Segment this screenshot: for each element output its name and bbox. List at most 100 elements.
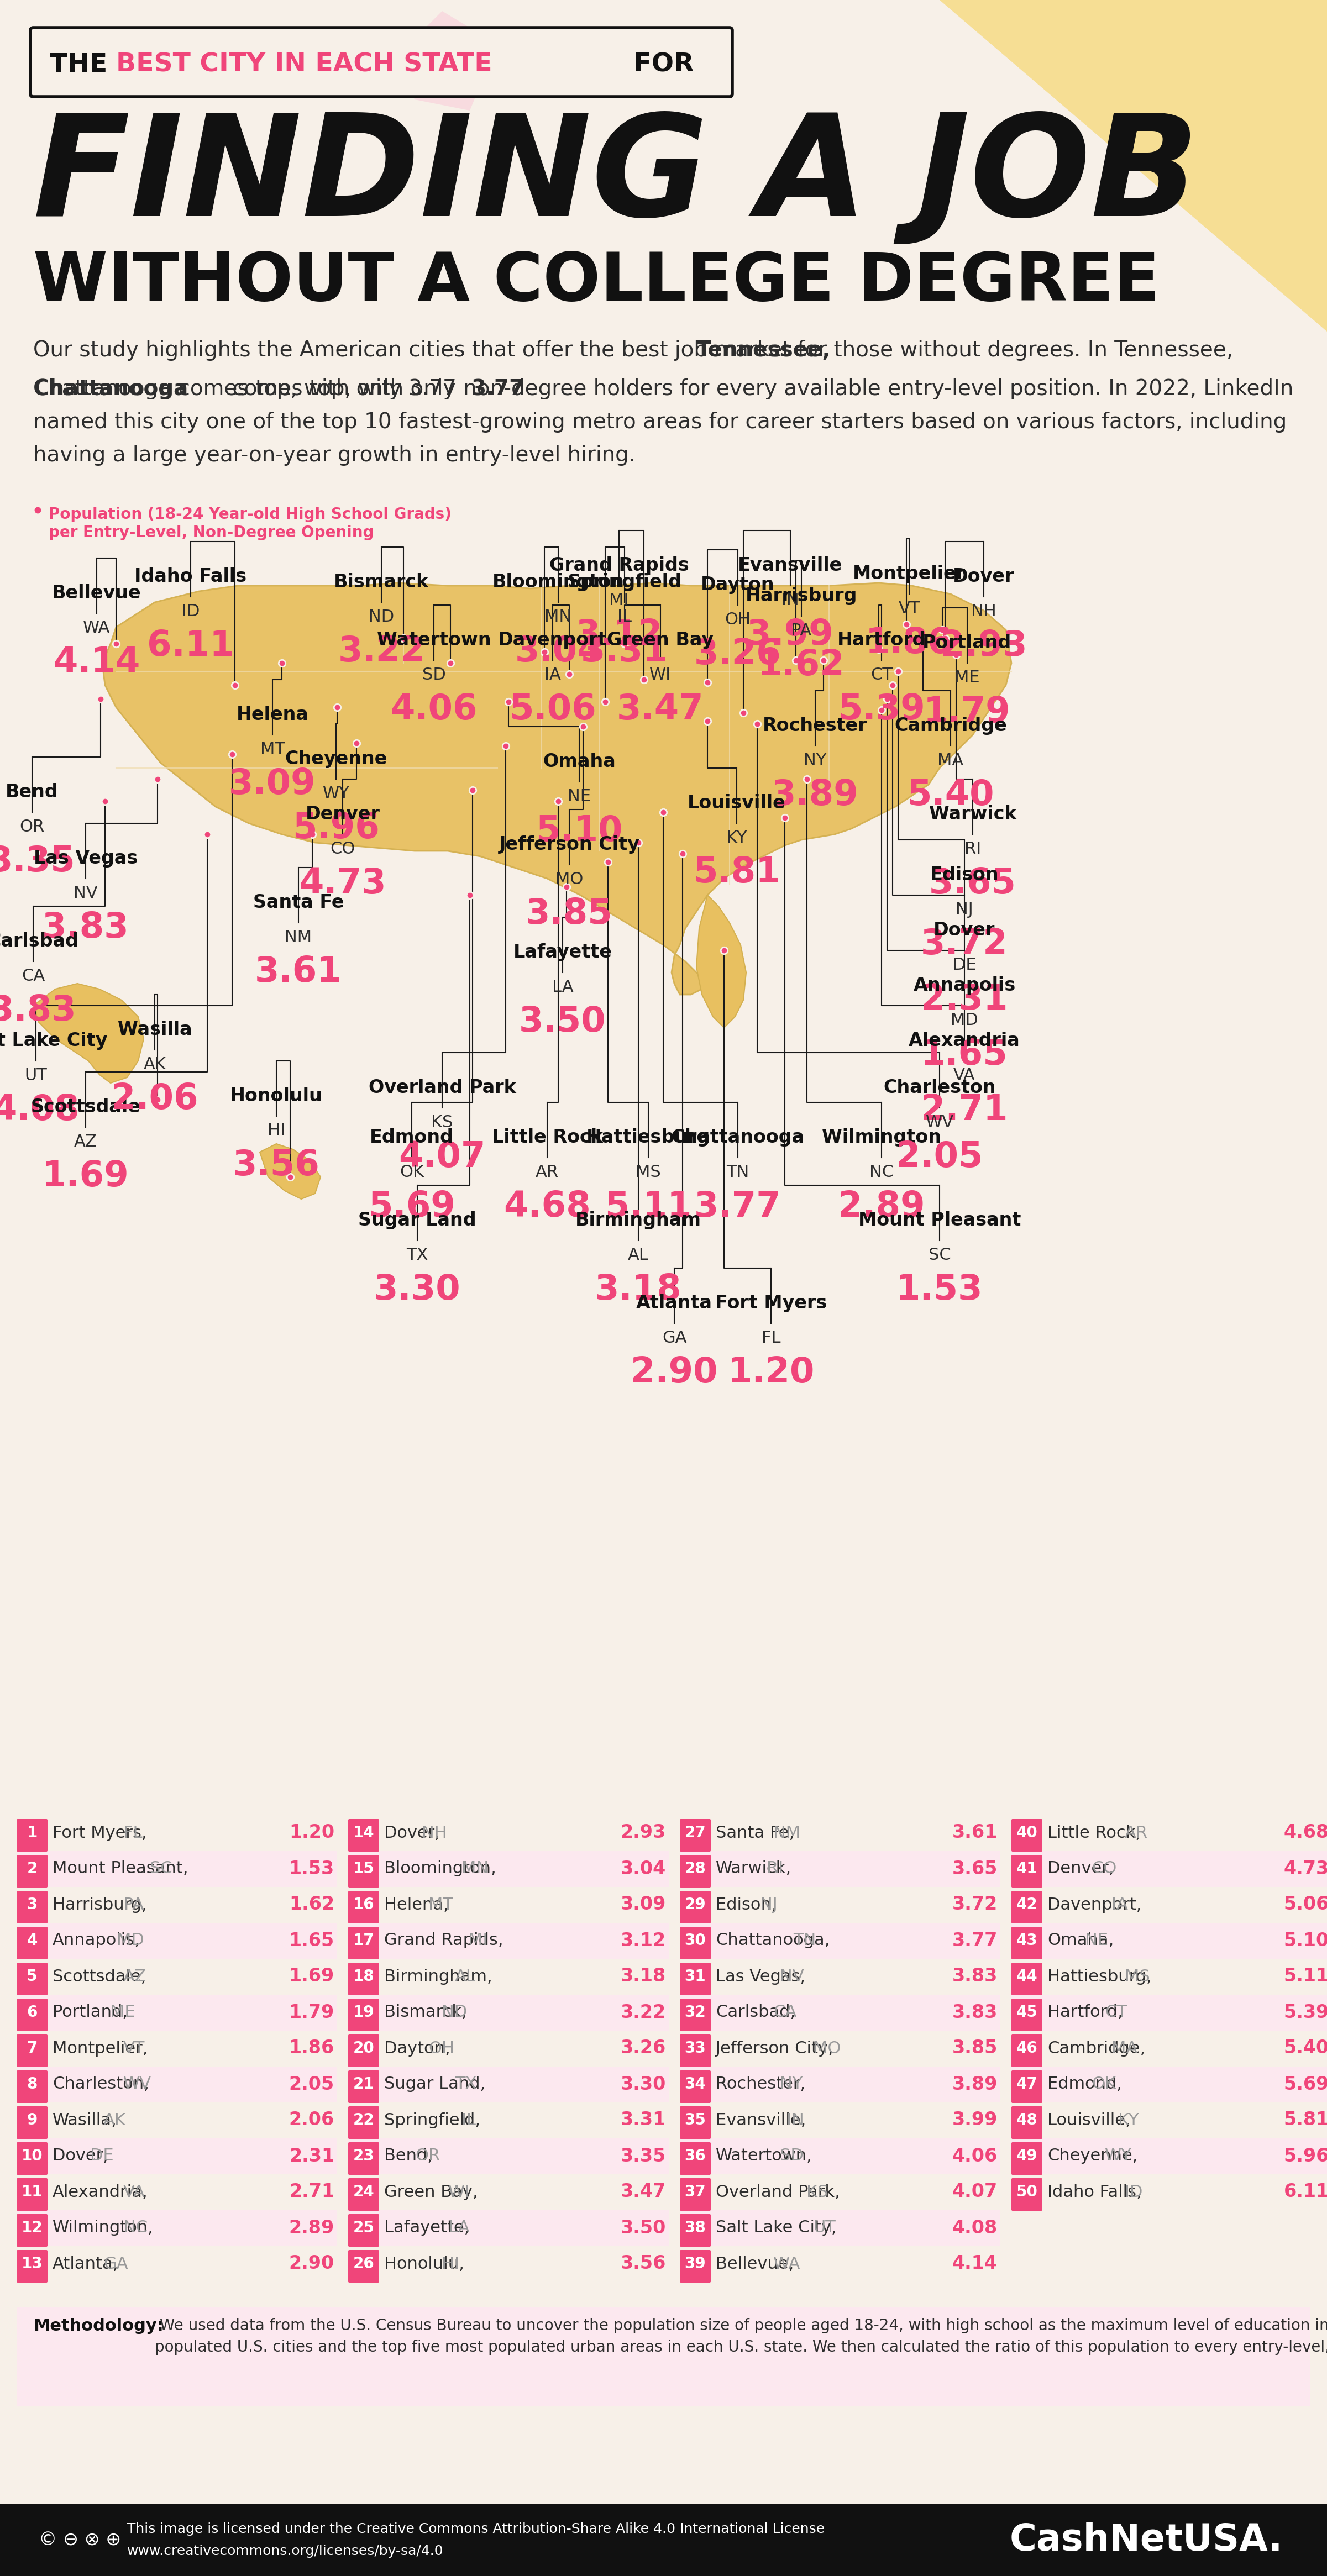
Text: 3.30: 3.30	[374, 1273, 460, 1306]
Text: IN: IN	[782, 592, 799, 608]
Text: Methodology:: Methodology:	[33, 2318, 163, 2334]
Text: KY: KY	[1119, 2112, 1139, 2128]
Text: 2.93: 2.93	[941, 629, 1027, 662]
Bar	[16, 2308, 1311, 2406]
Text: per Entry-Level, Non-Degree Opening: per Entry-Level, Non-Degree Opening	[49, 526, 374, 541]
Text: having a large year-on-year growth in entry-level hiring.: having a large year-on-year growth in en…	[33, 446, 636, 466]
Text: 16: 16	[353, 1896, 374, 1911]
Text: 9: 9	[27, 2112, 37, 2128]
Text: 3.30: 3.30	[621, 2076, 666, 2094]
Text: 19: 19	[353, 2004, 374, 2020]
FancyBboxPatch shape	[1011, 1855, 1043, 1888]
Text: 5.69: 5.69	[368, 1190, 455, 1224]
Text: Rochester,: Rochester,	[715, 2076, 805, 2092]
Text: 3.50: 3.50	[519, 1005, 606, 1038]
Text: 44: 44	[1016, 1968, 1038, 1984]
Text: TN: TN	[794, 1932, 816, 1947]
Text: Grand Rapids: Grand Rapids	[549, 556, 689, 574]
Text: 3.18: 3.18	[594, 1273, 682, 1306]
Text: IL: IL	[462, 2112, 476, 2128]
Text: 14: 14	[353, 1824, 374, 1842]
Bar	[679, 1922, 1001, 1958]
Text: Jefferson City: Jefferson City	[499, 835, 640, 853]
FancyBboxPatch shape	[348, 2179, 380, 2210]
Text: Little Rock,: Little Rock,	[1047, 1824, 1141, 1842]
Text: 35: 35	[685, 2112, 706, 2128]
Text: 32: 32	[685, 2004, 706, 2020]
Text: AZ: AZ	[123, 1968, 146, 1984]
Text: 3.22: 3.22	[621, 2004, 666, 2022]
Text: WI: WI	[650, 667, 671, 683]
Text: Evansville,: Evansville,	[715, 2112, 805, 2128]
Text: ND: ND	[369, 608, 394, 626]
Text: Hattiesburg: Hattiesburg	[587, 1128, 710, 1146]
Text: Rochester: Rochester	[763, 716, 868, 734]
Text: NE: NE	[1085, 1932, 1108, 1947]
Bar	[348, 1994, 669, 2030]
Text: Dayton,: Dayton,	[384, 2040, 450, 2056]
FancyBboxPatch shape	[1011, 1891, 1043, 1924]
Text: 3.99: 3.99	[951, 2110, 998, 2130]
FancyBboxPatch shape	[1011, 1927, 1043, 1960]
Text: Harrisburg,: Harrisburg,	[53, 1896, 147, 1911]
Text: 3.56: 3.56	[621, 2254, 666, 2272]
Text: Warwick,: Warwick,	[715, 1860, 791, 1878]
Text: 3.85: 3.85	[951, 2040, 998, 2058]
Text: Dover,: Dover,	[384, 1824, 441, 1842]
Text: Las Vegas,: Las Vegas,	[715, 1968, 805, 1984]
Bar	[16, 1852, 337, 1888]
Text: Davenport,: Davenport,	[1047, 1896, 1141, 1911]
FancyBboxPatch shape	[348, 2215, 380, 2246]
Text: Salt Lake City: Salt Lake City	[0, 1030, 107, 1051]
FancyBboxPatch shape	[348, 2071, 380, 2102]
Text: Wasilla,: Wasilla,	[53, 2112, 117, 2128]
Text: 1.69: 1.69	[42, 1159, 129, 1193]
Text: Atlanta,: Atlanta,	[53, 2257, 118, 2272]
Text: MD: MD	[950, 1012, 978, 1028]
Text: 3.12: 3.12	[576, 618, 662, 652]
Text: NV: NV	[780, 1968, 804, 1984]
FancyBboxPatch shape	[679, 2249, 711, 2282]
Text: Cheyenne: Cheyenne	[285, 750, 387, 768]
Text: Cheyenne,: Cheyenne,	[1047, 2148, 1137, 2164]
Text: Atlanta: Atlanta	[636, 1293, 713, 1311]
Text: 28: 28	[685, 1860, 706, 1875]
Text: Dover: Dover	[953, 567, 1015, 585]
Text: 3.50: 3.50	[621, 2218, 666, 2236]
Bar	[16, 1922, 337, 1958]
Text: 3.31: 3.31	[621, 2110, 666, 2130]
Bar	[0, 1806, 1327, 2295]
Text: 7: 7	[27, 2040, 37, 2056]
Text: 5.69: 5.69	[1283, 2076, 1327, 2094]
Text: MO: MO	[813, 2040, 841, 2056]
Text: PA: PA	[123, 1896, 143, 1911]
Text: MN: MN	[544, 608, 572, 626]
Text: Hartford,: Hartford,	[1047, 2004, 1123, 2020]
Text: Edmond,: Edmond,	[1047, 2076, 1121, 2092]
Text: 3.72: 3.72	[921, 927, 1009, 961]
Text: 3.56: 3.56	[232, 1149, 320, 1182]
Text: Hattiesburg,: Hattiesburg,	[1047, 1968, 1152, 1984]
Text: VT: VT	[898, 600, 920, 616]
Text: 4.08: 4.08	[0, 1092, 80, 1128]
Text: Edmond: Edmond	[370, 1128, 454, 1146]
Bar	[348, 1922, 669, 1958]
Text: 15: 15	[353, 1860, 374, 1875]
Text: CO: CO	[1092, 1860, 1116, 1878]
Text: 30: 30	[685, 1932, 706, 1947]
Text: Annapolis: Annapolis	[913, 976, 1015, 994]
Bar	[0, 2504, 1327, 2576]
Text: Bismarck,: Bismarck,	[384, 2004, 467, 2020]
Text: Omaha: Omaha	[543, 752, 616, 770]
Text: MI: MI	[468, 1932, 488, 1947]
Text: 4.73: 4.73	[299, 866, 386, 902]
FancyBboxPatch shape	[1011, 2035, 1043, 2066]
Text: We used data from the U.S. Census Bureau to uncover the population size of peopl: We used data from the U.S. Census Bureau…	[155, 2318, 1327, 2354]
Text: FINDING A JOB: FINDING A JOB	[33, 108, 1198, 245]
FancyBboxPatch shape	[1011, 2107, 1043, 2138]
Text: ID: ID	[182, 603, 199, 618]
Text: 3.47: 3.47	[617, 693, 705, 726]
FancyBboxPatch shape	[16, 1891, 48, 1924]
Text: Idaho Falls,: Idaho Falls,	[1047, 2184, 1141, 2200]
Text: CashNetUSA.: CashNetUSA.	[1010, 2522, 1283, 2558]
